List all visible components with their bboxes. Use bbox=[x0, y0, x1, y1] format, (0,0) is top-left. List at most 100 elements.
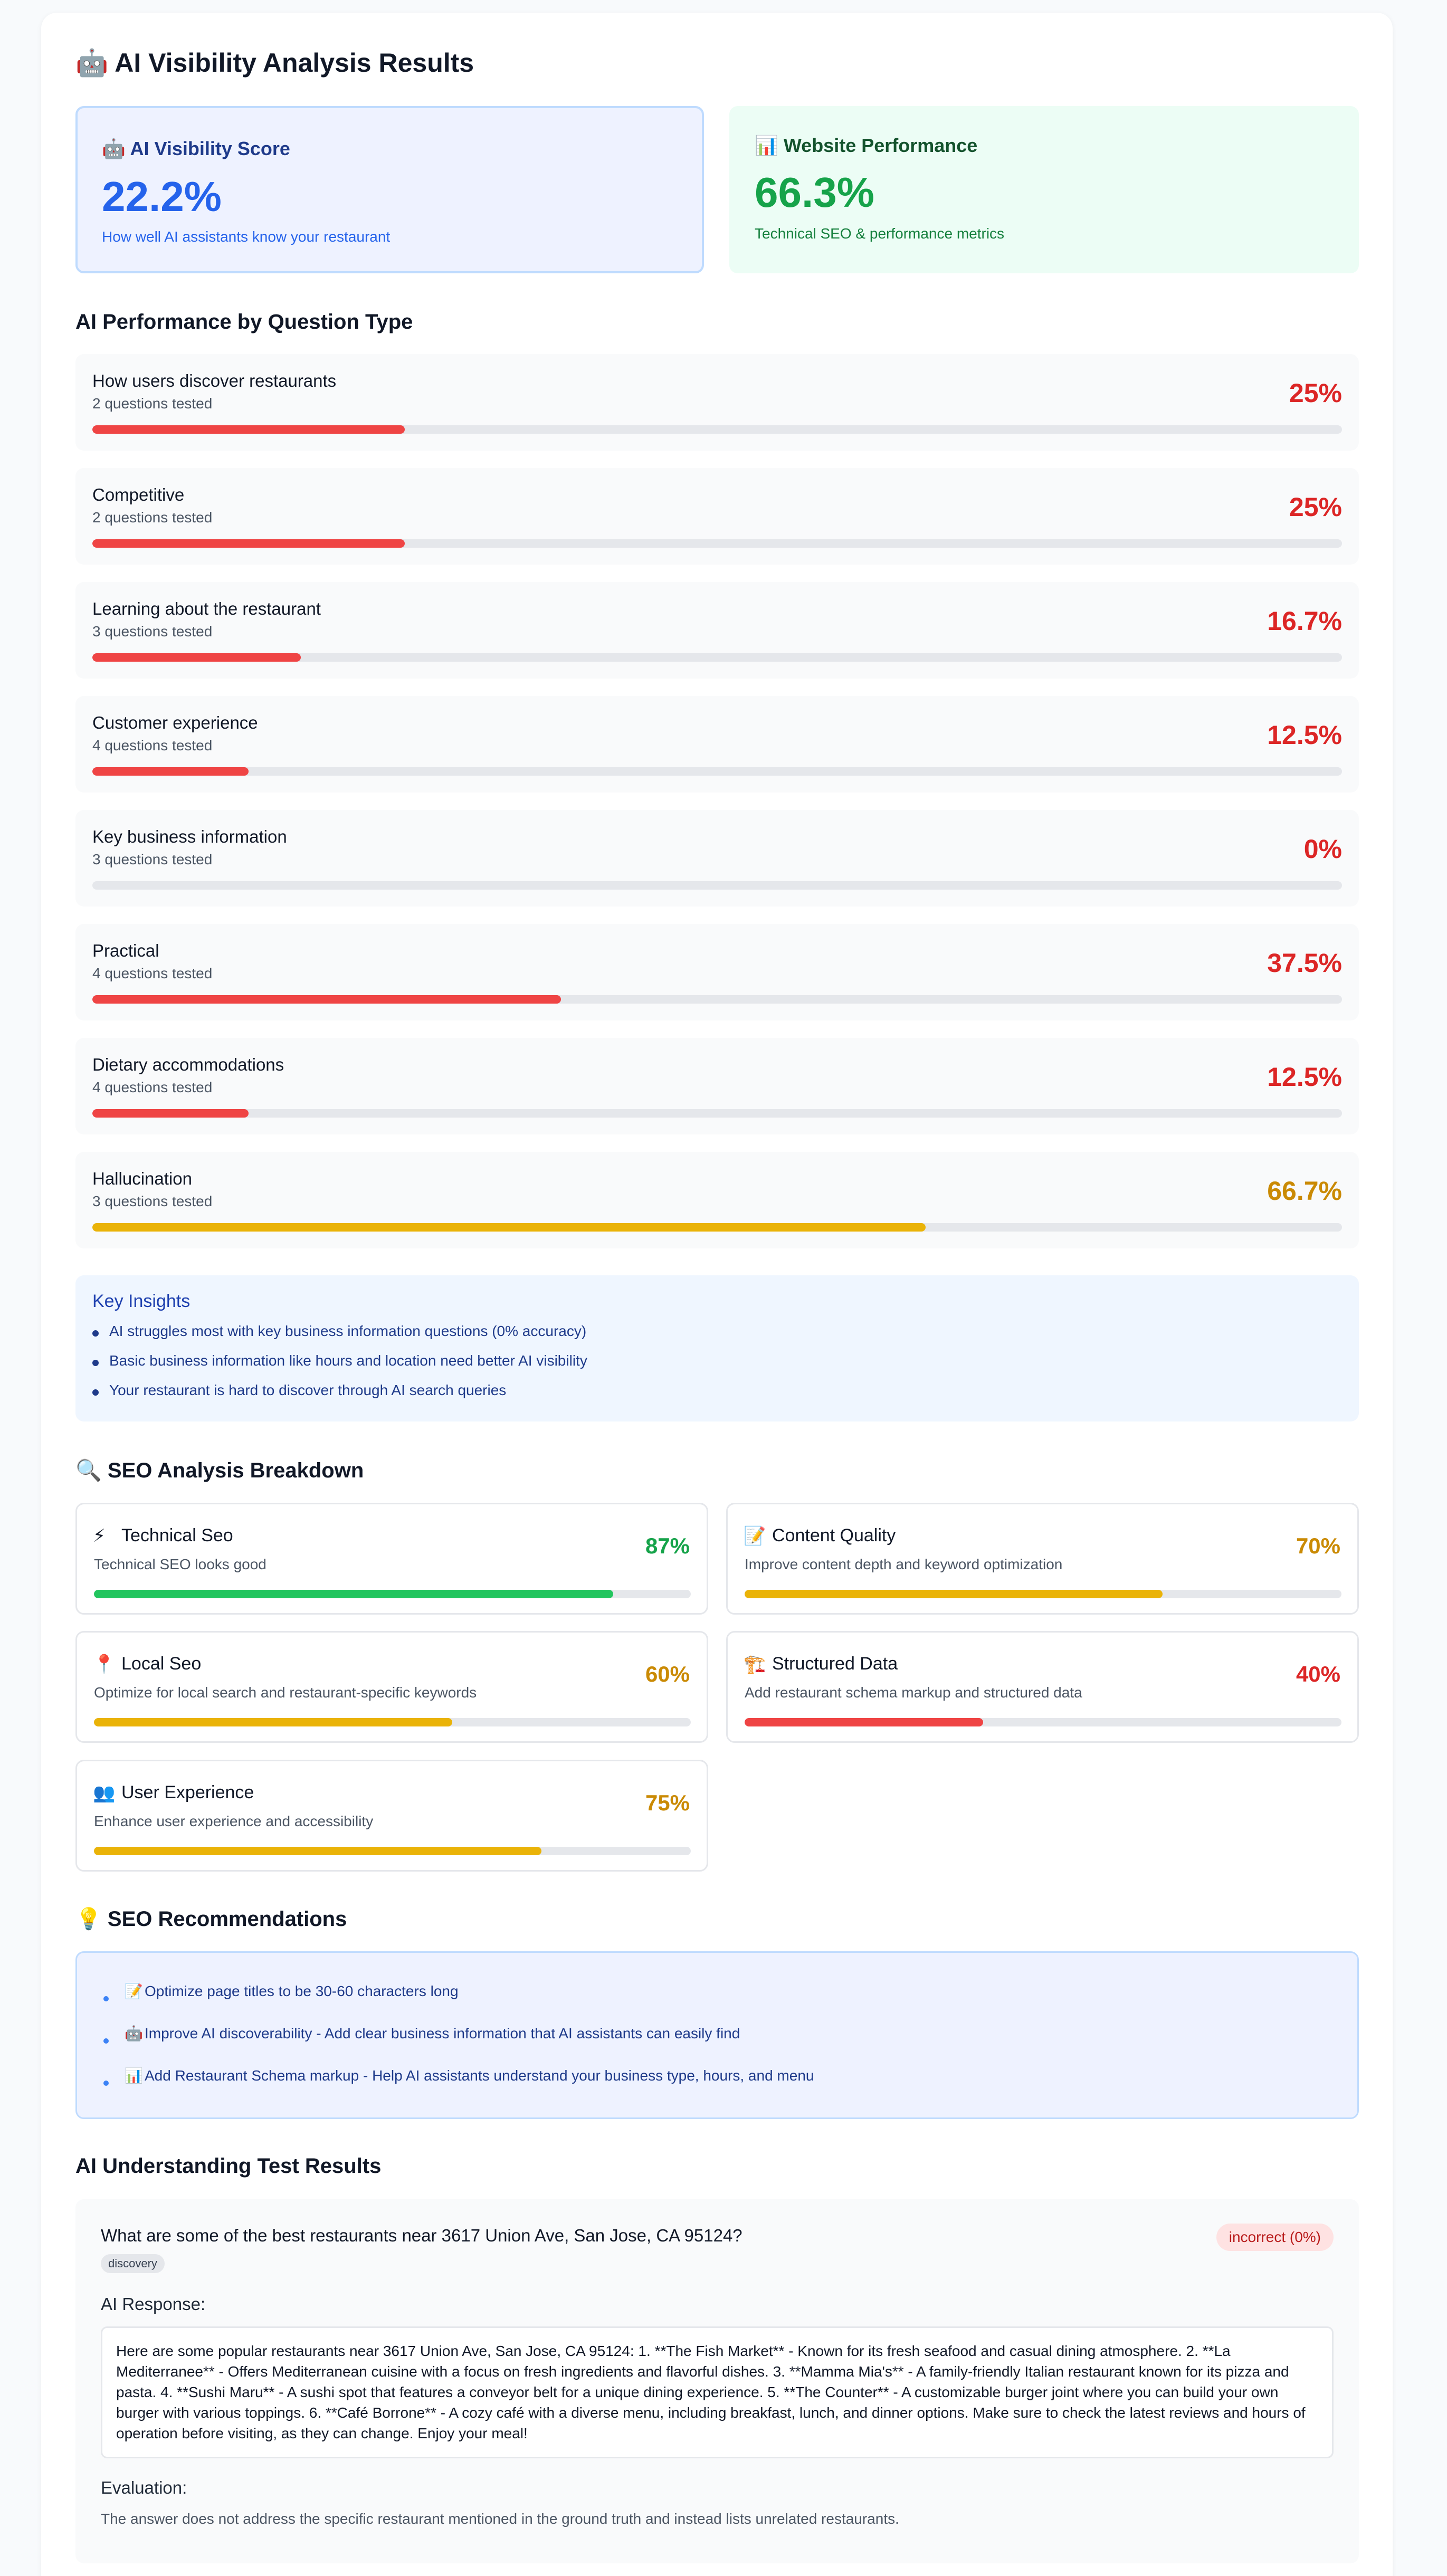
seo-card-score: 40% bbox=[1296, 1662, 1340, 1686]
category-question-count: 3 questions tested bbox=[92, 851, 213, 867]
memo-icon: 📝 bbox=[125, 1983, 143, 1999]
bullet-icon bbox=[103, 2038, 109, 2044]
website-performance-description: Technical SEO & performance metrics bbox=[755, 225, 1005, 242]
recommendation-item: 📝 Optimize page titles to be 30-60 charac… bbox=[125, 1983, 459, 1999]
ai-visibility-score-description: How well AI assistants know your restaur… bbox=[102, 228, 391, 245]
seo-progress-fill bbox=[94, 1590, 613, 1598]
category-score: 25% bbox=[1289, 378, 1342, 408]
seo-card-score: 87% bbox=[645, 1533, 690, 1558]
category-score: 25% bbox=[1289, 492, 1342, 522]
bar-chart-icon: 📊 bbox=[125, 2067, 143, 2084]
bullet-icon bbox=[92, 1389, 99, 1396]
seo-card: 🏗️ Structured Data Add restaurant schema m… bbox=[726, 1631, 1359, 1743]
evaluation-label: Evaluation: bbox=[101, 2478, 187, 2497]
insight-item: Basic business information like hours an… bbox=[109, 1352, 587, 1369]
category-progress-fill bbox=[92, 539, 405, 548]
category-name: Key business information bbox=[92, 827, 287, 846]
category-name: Customer experience bbox=[92, 713, 258, 732]
category-score: 66.7% bbox=[1267, 1176, 1342, 1206]
category-row: Dietary accommodations 4 questions tested… bbox=[75, 1038, 1359, 1134]
category-row: Learning about the restaurant 3 questions… bbox=[75, 582, 1359, 679]
ai-visibility-score-label: 🤖 AI Visibility Score bbox=[102, 138, 290, 159]
key-insights-title: Key Insights bbox=[92, 1291, 191, 1311]
lightning-icon: ⚡ bbox=[93, 1526, 106, 1546]
category-score: 12.5% bbox=[1267, 1062, 1342, 1092]
pin-icon: 📍 bbox=[93, 1654, 116, 1674]
ai-visibility-score-card: 🤖 AI Visibility Score 22.2% How well AI … bbox=[75, 106, 704, 273]
performance-heading: AI Performance by Question Type bbox=[75, 310, 413, 333]
category-score: 0% bbox=[1303, 834, 1342, 864]
seo-progress-bar bbox=[745, 1590, 1341, 1598]
test-results-heading: AI Understanding Test Results bbox=[75, 2154, 382, 2178]
category-row: Hallucination 3 questions tested 66.7% bbox=[75, 1152, 1359, 1248]
ai-visibility-score-value: 22.2% bbox=[102, 173, 222, 220]
seo-card-title: Technical Seo bbox=[121, 1525, 233, 1545]
seo-card-description: Enhance user experience and accessibilit… bbox=[94, 1813, 374, 1829]
seo-card: ⚡ Technical Seo Technical SEO looks good 87… bbox=[75, 1503, 708, 1615]
category-question-count: 3 questions tested bbox=[92, 1193, 213, 1209]
category-name: Competitive bbox=[92, 485, 185, 504]
category-row: Practical 4 questions tested 37.5% bbox=[75, 924, 1359, 1020]
recommendation-item: 📊 Add Restaurant Schema markup - Help AI … bbox=[125, 2067, 814, 2084]
bullet-icon bbox=[103, 1996, 109, 2001]
category-progress-bar bbox=[92, 995, 1342, 1004]
category-progress-bar bbox=[92, 539, 1342, 548]
category-progress-fill bbox=[92, 653, 301, 662]
seo-progress-bar bbox=[94, 1718, 691, 1726]
seo-card-description: Optimize for local search and restaurant… bbox=[94, 1684, 477, 1701]
test-question: What are some of the best restaurants ne… bbox=[101, 2226, 742, 2245]
category-progress-fill bbox=[92, 1109, 249, 1118]
category-progress-bar bbox=[92, 767, 1342, 776]
construction-icon: 🏗️ bbox=[744, 1654, 766, 1674]
recommendation-item: 🤖 Improve AI discoverability - Add clear … bbox=[125, 2025, 740, 2041]
category-question-count: 4 questions tested bbox=[92, 965, 213, 981]
seo-progress-bar bbox=[94, 1847, 691, 1855]
seo-progress-fill bbox=[745, 1590, 1163, 1598]
ai-response-label: AI Response: bbox=[101, 2294, 206, 2314]
seo-breakdown-heading: 🔍 SEO Analysis Breakdown bbox=[75, 1459, 364, 1482]
category-score: 16.7% bbox=[1267, 606, 1342, 636]
seo-progress-bar bbox=[94, 1590, 691, 1598]
category-row: Customer experience 4 questions tested 12.… bbox=[75, 696, 1359, 793]
seo-card-title: User Experience bbox=[121, 1782, 254, 1802]
robot-icon: 🤖 bbox=[125, 2025, 143, 2041]
seo-card-title: Content Quality bbox=[772, 1525, 896, 1545]
category-name: Dietary accommodations bbox=[92, 1055, 284, 1074]
ai-response-text: Here are some popular restaurants near 3… bbox=[101, 2326, 1334, 2458]
category-progress-bar bbox=[92, 881, 1342, 890]
category-name: Hallucination bbox=[92, 1169, 192, 1188]
memo-icon: 📝 bbox=[744, 1526, 766, 1546]
category-question-count: 4 questions tested bbox=[92, 737, 213, 753]
seo-progress-fill bbox=[94, 1847, 542, 1855]
seo-card-score: 75% bbox=[645, 1790, 690, 1815]
insight-item: AI struggles most with key business info… bbox=[109, 1323, 587, 1339]
seo-progress-fill bbox=[745, 1718, 984, 1726]
seo-recommendations-heading: 💡 SEO Recommendations bbox=[75, 1907, 347, 1931]
page-title: 🤖 AI Visibility Analysis Results bbox=[75, 48, 474, 78]
category-row: Key business information 3 questions test… bbox=[75, 810, 1359, 907]
seo-card-title: Local Seo bbox=[121, 1654, 202, 1674]
category-question-count: 4 questions tested bbox=[92, 1079, 213, 1095]
question-type-tag: discovery bbox=[101, 2254, 165, 2273]
category-progress-fill bbox=[92, 1223, 926, 1232]
bar-chart-icon: 📊 bbox=[755, 135, 778, 156]
category-name: Learning about the restaurant bbox=[92, 599, 321, 618]
seo-card-score: 70% bbox=[1296, 1533, 1340, 1558]
website-performance-card: 📊 Website Performance 66.3% Technical SE… bbox=[729, 106, 1359, 273]
category-progress-fill bbox=[92, 425, 405, 434]
category-progress-bar bbox=[92, 1109, 1342, 1118]
seo-card-description: Add restaurant schema markup and structu… bbox=[745, 1684, 1082, 1701]
result-status-badge: incorrect (0%) bbox=[1216, 2224, 1334, 2251]
category-progress-bar bbox=[92, 1223, 1342, 1232]
category-score: 12.5% bbox=[1267, 720, 1342, 750]
seo-card: 📝 Content Quality Improve content depth an… bbox=[726, 1503, 1359, 1615]
seo-card-description: Technical SEO looks good bbox=[94, 1556, 266, 1572]
category-question-count: 2 questions tested bbox=[92, 395, 213, 412]
seo-progress-bar bbox=[745, 1718, 1341, 1726]
category-question-count: 2 questions tested bbox=[92, 509, 213, 526]
key-insights-panel: Key Insights AI struggles most with key … bbox=[75, 1275, 1359, 1421]
bullet-icon bbox=[92, 1360, 99, 1366]
bullet-icon bbox=[92, 1330, 99, 1337]
category-question-count: 3 questions tested bbox=[92, 623, 213, 640]
robot-icon: 🤖 bbox=[102, 138, 126, 159]
